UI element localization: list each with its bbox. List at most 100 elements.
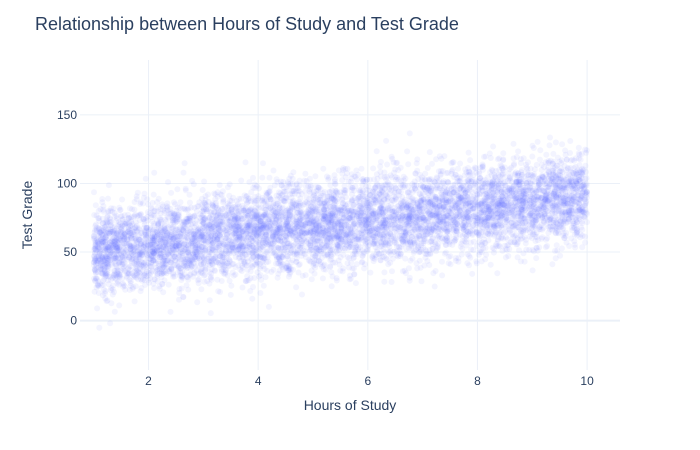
- data-point: [527, 206, 534, 213]
- data-point: [482, 184, 488, 191]
- data-point: [276, 246, 283, 253]
- data-point: [302, 170, 309, 177]
- data-point: [338, 210, 345, 217]
- data-point: [531, 190, 538, 197]
- data-point: [544, 167, 551, 174]
- data-point: [184, 256, 191, 263]
- data-point: [419, 214, 426, 221]
- data-point: [235, 219, 242, 226]
- data-point: [116, 302, 123, 309]
- data-point: [386, 185, 393, 192]
- data-point: [225, 237, 232, 244]
- data-point: [161, 224, 168, 231]
- data-point: [473, 178, 480, 185]
- data-point: [323, 227, 330, 234]
- data-point: [404, 203, 411, 210]
- data-point: [472, 202, 479, 209]
- data-point: [301, 222, 308, 229]
- data-point: [161, 263, 168, 270]
- data-point: [478, 179, 485, 186]
- data-point: [226, 223, 233, 230]
- data-point: [439, 258, 445, 265]
- data-point: [169, 255, 176, 262]
- data-point: [520, 187, 527, 194]
- data-point: [476, 230, 482, 237]
- data-point: [570, 194, 577, 201]
- data-point: [404, 240, 411, 247]
- data-point: [132, 283, 139, 290]
- data-point: [452, 237, 458, 244]
- data-point: [378, 250, 385, 257]
- data-point: [341, 183, 348, 189]
- data-point: [572, 177, 579, 184]
- data-point: [399, 210, 406, 217]
- data-point: [566, 209, 573, 216]
- data-point: [359, 227, 366, 234]
- data-point: [530, 201, 537, 207]
- data-point: [510, 162, 517, 169]
- data-point: [141, 259, 148, 266]
- data-point: [249, 243, 255, 249]
- data-point: [145, 250, 152, 257]
- data-point: [315, 211, 322, 218]
- data-point: [134, 267, 141, 274]
- data-point: [531, 200, 538, 207]
- data-point: [156, 250, 163, 257]
- data-point: [443, 221, 450, 228]
- data-point: [150, 249, 157, 256]
- data-point: [182, 246, 189, 253]
- data-point: [554, 202, 560, 208]
- data-point: [285, 267, 292, 274]
- data-point: [500, 157, 507, 164]
- data-point: [555, 184, 562, 191]
- data-point: [340, 251, 347, 258]
- data-point: [508, 186, 515, 193]
- data-point: [506, 207, 513, 214]
- data-point: [491, 227, 498, 234]
- data-point: [230, 244, 237, 251]
- data-point: [583, 147, 590, 154]
- data-point: [191, 233, 198, 240]
- data-point: [225, 214, 232, 221]
- data-point: [318, 213, 325, 220]
- data-point: [286, 231, 293, 238]
- data-point: [522, 186, 528, 193]
- data-point: [416, 203, 423, 210]
- data-point: [439, 204, 446, 211]
- data-point: [168, 234, 175, 241]
- data-point: [102, 239, 109, 245]
- data-point: [380, 219, 387, 226]
- data-point: [95, 282, 102, 289]
- data-point: [157, 231, 164, 237]
- data-point: [463, 227, 470, 234]
- data-point: [413, 246, 420, 253]
- data-point: [282, 208, 289, 215]
- data-point: [553, 193, 559, 200]
- data-point: [211, 267, 218, 274]
- data-point: [217, 227, 224, 234]
- data-point: [281, 248, 288, 255]
- data-point: [343, 242, 350, 249]
- data-point: [347, 178, 354, 185]
- data-point: [513, 189, 520, 196]
- data-point: [149, 234, 156, 241]
- data-point: [444, 221, 451, 228]
- data-point: [314, 237, 321, 244]
- data-point: [200, 259, 207, 266]
- data-point: [252, 197, 258, 204]
- data-point: [549, 226, 555, 233]
- data-point: [492, 203, 499, 210]
- data-point: [125, 270, 132, 276]
- data-point: [186, 199, 193, 206]
- data-point: [136, 246, 143, 253]
- data-point: [529, 216, 536, 223]
- data-point: [311, 226, 318, 233]
- data-point: [504, 196, 511, 203]
- data-point: [100, 240, 107, 247]
- data-point: [241, 213, 248, 220]
- data-point: [250, 229, 257, 236]
- data-point: [156, 285, 163, 292]
- data-point: [242, 226, 249, 233]
- data-point: [256, 273, 263, 280]
- data-point: [176, 258, 182, 265]
